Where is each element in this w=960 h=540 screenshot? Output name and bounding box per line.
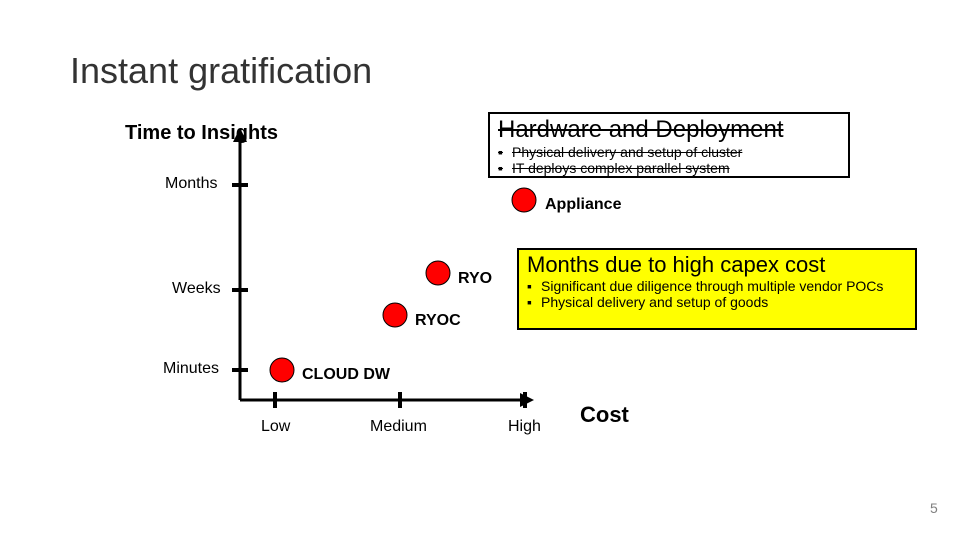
callout-box-capex: Months due to high capex cost▪Significan…	[517, 248, 917, 330]
x-axis-title: Cost	[580, 402, 629, 428]
callout-box-hardware: Hardware and Deployment▪Physical deliver…	[488, 112, 850, 178]
callout-bullet: ▪Physical delivery and setup of cluster	[498, 144, 840, 160]
data-point-label-ryoc: RYOC	[415, 312, 461, 330]
slide-title: Instant gratification	[70, 50, 372, 92]
callout-bullet: ▪Physical delivery and setup of goods	[527, 294, 907, 310]
data-point-ryo	[426, 261, 450, 285]
x-axis-label: High	[508, 418, 541, 436]
callout-title: Months due to high capex cost	[527, 252, 907, 278]
data-point-appliance	[512, 188, 536, 212]
y-axis-title: Time to Insights	[125, 122, 278, 145]
data-point-label-clouddw: CLOUD DW	[302, 366, 390, 384]
callout-title: Hardware and Deployment	[498, 116, 840, 144]
callout-bullet: ▪Significant due diligence through multi…	[527, 278, 907, 294]
y-axis-label: Minutes	[163, 360, 219, 378]
data-point-ryoc	[383, 303, 407, 327]
callout-bullet: ▪IT deploys complex parallel system	[498, 160, 840, 176]
y-axis-label: Months	[165, 175, 217, 193]
y-axis-label: Weeks	[172, 280, 221, 298]
x-axis-label: Low	[261, 418, 290, 436]
page-number: 5	[930, 500, 938, 516]
data-point-label-appliance: Appliance	[545, 196, 621, 214]
x-axis-label: Medium	[370, 418, 427, 436]
data-point-label-ryo: RYO	[458, 270, 492, 288]
data-point-clouddw	[270, 358, 294, 382]
